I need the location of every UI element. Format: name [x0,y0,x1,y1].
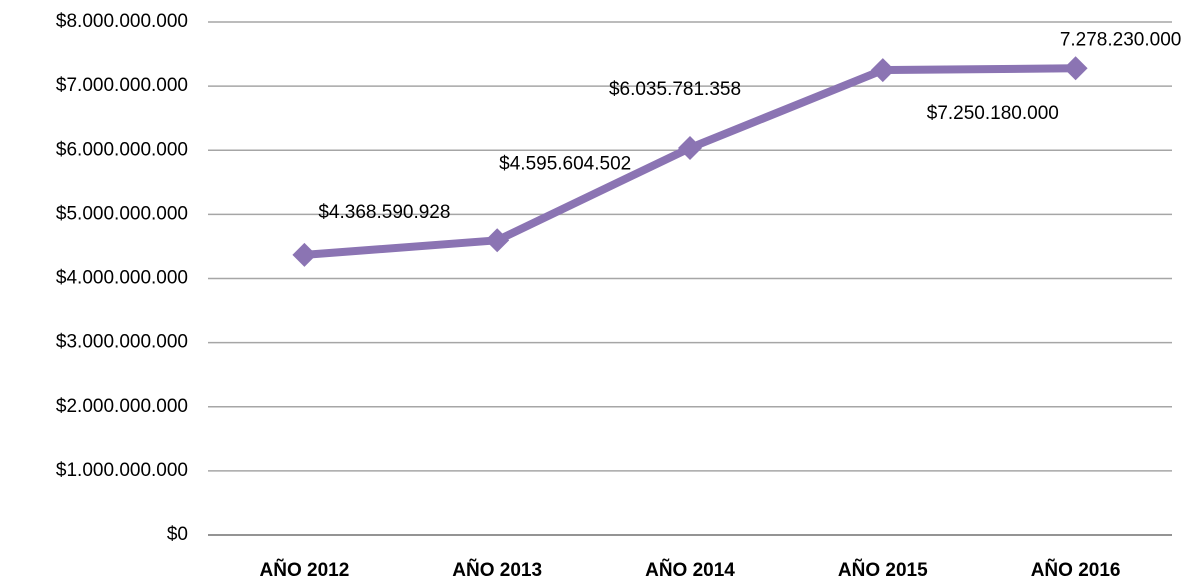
data-label: $6.035.781.358 [609,79,741,100]
marker [292,242,317,267]
y-tick-label: $3.000.000.000 [56,332,188,353]
data-label: $4.595.604.502 [499,153,631,174]
marker [870,58,895,83]
y-tick-label: $5.000.000.000 [56,203,188,224]
y-tick-label: $7.000.000.000 [56,75,188,96]
x-tick-label: AÑO 2014 [645,559,735,581]
y-tick-label: $1.000.000.000 [56,460,188,481]
marker [678,135,702,160]
x-tick-label: AÑO 2013 [452,559,542,581]
marker [1063,56,1088,81]
x-tick-label: AÑO 2015 [838,559,928,581]
marker [485,228,510,253]
data-label: 7.278.230.000 [1060,29,1182,50]
y-tick-label: $4.000.000.000 [56,268,188,289]
data-label: $4.368.590.928 [318,202,450,223]
y-tick-label: $8.000.000.000 [56,11,188,32]
y-tick-label: $6.000.000.000 [56,139,188,160]
x-tick-label: AÑO 2016 [1031,559,1121,581]
y-tick-label: $0 [167,524,188,545]
y-tick-label: $2.000.000.000 [56,396,188,417]
x-tick-label: AÑO 2012 [260,559,350,581]
data-label: $7.250.180.000 [927,103,1059,124]
